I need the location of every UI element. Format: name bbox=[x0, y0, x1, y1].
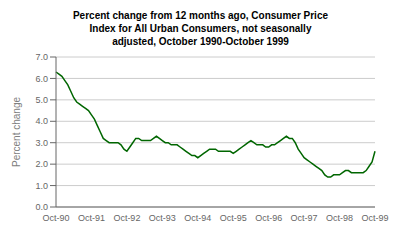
svg-text:2.0: 2.0 bbox=[35, 159, 48, 169]
svg-text:6.0: 6.0 bbox=[35, 74, 48, 84]
svg-text:Oct-93: Oct-93 bbox=[149, 213, 176, 223]
html-text:Index for All Urban Consumers,: Index for All Urban Consumers, not seaso… bbox=[89, 23, 312, 34]
svg-text:1.0: 1.0 bbox=[35, 181, 48, 191]
svg-text:Oct-90: Oct-90 bbox=[42, 213, 69, 223]
svg-text:Oct-92: Oct-92 bbox=[113, 213, 140, 223]
svg-text:5.0: 5.0 bbox=[35, 95, 48, 105]
html-text:Percent change from 12 months: Percent change from 12 months ago, Consu… bbox=[73, 10, 328, 21]
svg-text:4.0: 4.0 bbox=[35, 116, 48, 126]
svg-text:Oct-94: Oct-94 bbox=[184, 213, 211, 223]
html-text:adjusted, October 1990-October: adjusted, October 1990-October 1999 bbox=[112, 36, 289, 47]
svg-text:Oct-96: Oct-96 bbox=[255, 213, 282, 223]
svg-text:Percent change: Percent change bbox=[11, 97, 22, 167]
svg-text:0.0: 0.0 bbox=[35, 202, 48, 212]
svg-text:Oct-99: Oct-99 bbox=[361, 213, 388, 223]
svg-text:Oct-95: Oct-95 bbox=[220, 213, 247, 223]
svg-text:Oct-98: Oct-98 bbox=[326, 213, 353, 223]
svg-text:3.0: 3.0 bbox=[35, 138, 48, 148]
svg-text:Oct-91: Oct-91 bbox=[78, 213, 105, 223]
svg-text:Oct-97: Oct-97 bbox=[291, 213, 318, 223]
svg-text:7.0: 7.0 bbox=[35, 52, 48, 62]
